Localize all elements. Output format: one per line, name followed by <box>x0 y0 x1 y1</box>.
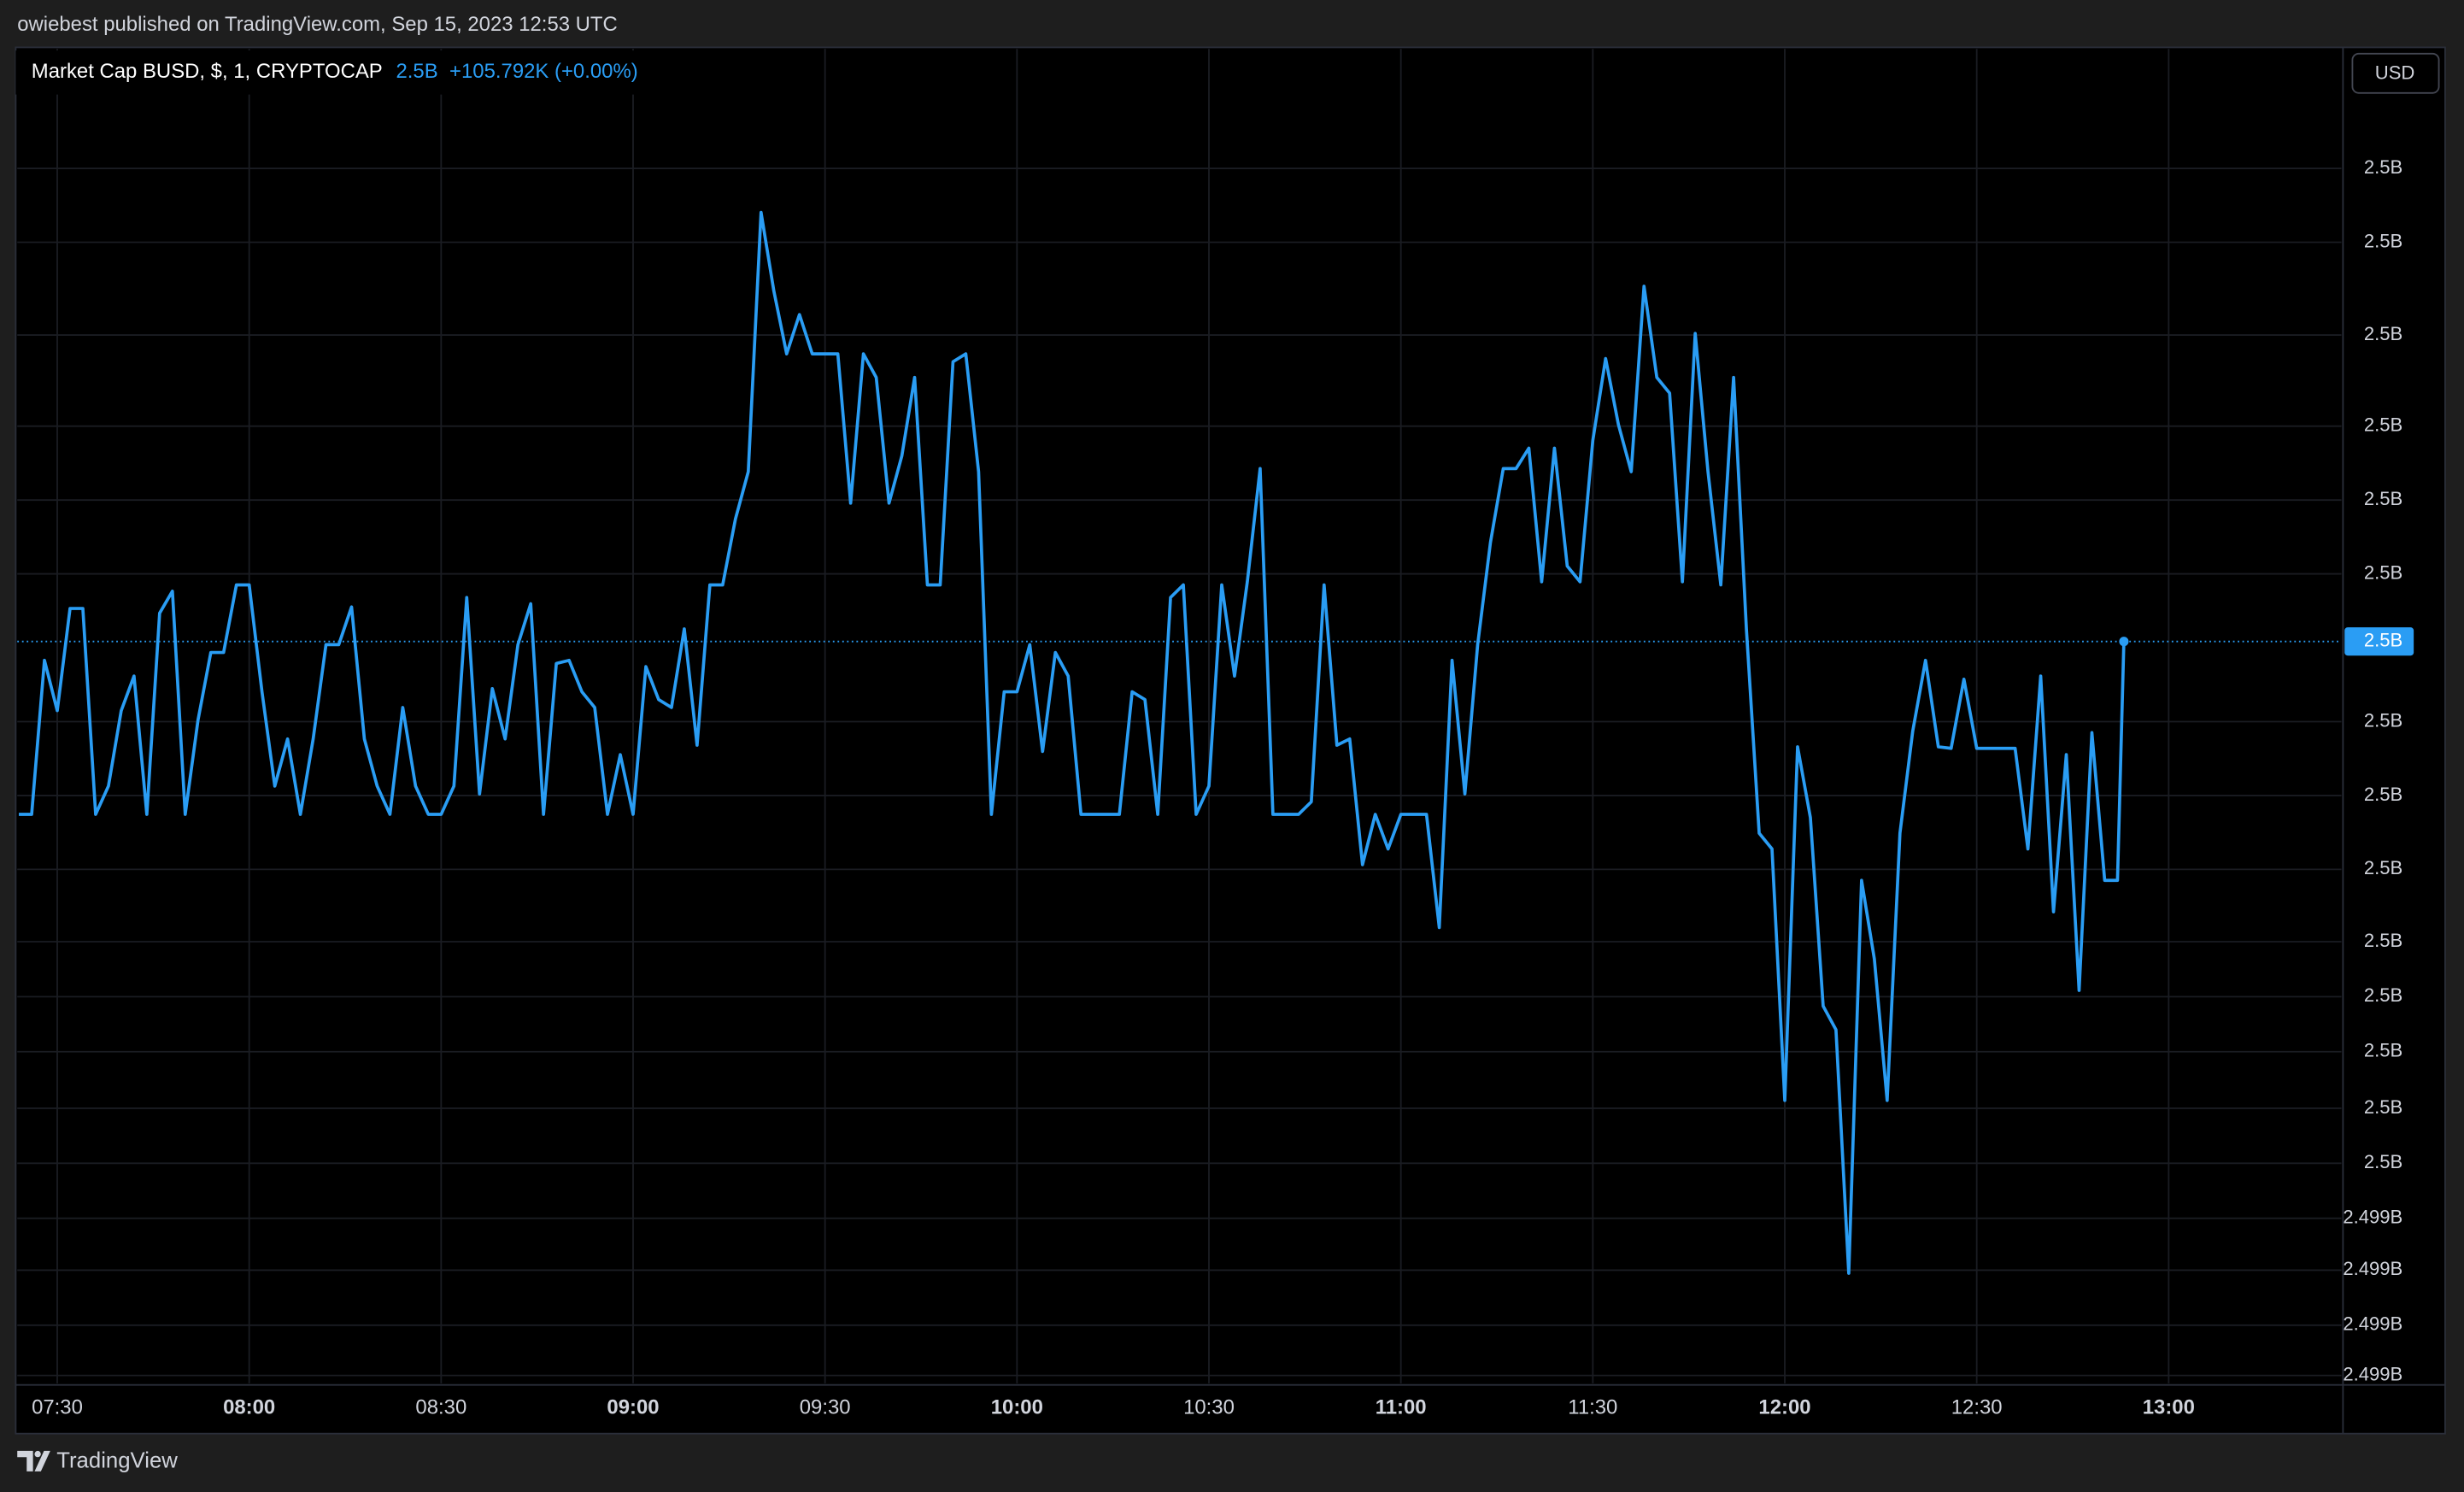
axes: 07:30 08:00 08:30 09:00 09:30 10:00 10:30 11:00… <box>32 156 2414 1419</box>
x-tick-label: 09:30 <box>800 1396 851 1419</box>
chart-title: Market Cap BUSD, $, 1, CRYPTOCAP <box>32 60 383 83</box>
brand: TradingView <box>56 1449 178 1473</box>
y-tick-label: 2.5B <box>2364 1151 2402 1172</box>
legend-background <box>15 50 754 95</box>
last-price-label: 2.5B <box>2364 630 2402 651</box>
x-tick-label: 11:00 <box>1376 1396 1427 1419</box>
publisher: owiebest published on TradingView.com, S… <box>17 13 618 36</box>
y-tick-label: 2.5B <box>2364 156 2402 178</box>
y-tick-label: 2.499B <box>2343 1207 2402 1228</box>
y-tick-label: 2.5B <box>2364 984 2402 1006</box>
y-tick-label: 2.499B <box>2343 1258 2402 1279</box>
chart-area <box>15 46 2446 1435</box>
x-tick-label: 12:30 <box>1951 1396 2003 1419</box>
currency[interactable]: USD <box>2375 62 2415 84</box>
currency-button[interactable] <box>2351 52 2440 94</box>
grid <box>17 49 2342 1383</box>
price-line <box>19 210 2126 1275</box>
last-point <box>2119 637 2129 647</box>
x-tick-label: 10:00 <box>991 1396 1043 1419</box>
y-tick-label: 2.5B <box>2364 230 2402 251</box>
last-price-badge <box>2344 627 2414 656</box>
y-tick-label: 2.5B <box>2364 709 2402 731</box>
y-tick-label: 2.5B <box>2364 488 2402 509</box>
y-tick-label: 2.5B <box>2364 1096 2402 1118</box>
y-tick-label: 2.5B <box>2364 561 2402 583</box>
x-tick-label: 13:00 <box>2143 1396 2195 1419</box>
brand-logo <box>17 1450 50 1471</box>
x-tick-label: 10:30 <box>1183 1396 1235 1419</box>
y-tick-label: 2.5B <box>2364 784 2402 805</box>
change: +105.792K (+0.00%) <box>449 60 638 83</box>
y-tick-label: 2.5B <box>2364 1040 2402 1061</box>
y-tick-label: 2.5B <box>2364 323 2402 344</box>
y-tick-label: 2.5B <box>2364 930 2402 951</box>
x-tick-label: 08:30 <box>415 1396 466 1419</box>
y-tick-label: 2.499B <box>2343 1313 2402 1335</box>
x-tick-label: 09:00 <box>607 1396 659 1419</box>
x-tick-label: 08:00 <box>223 1396 275 1419</box>
plot <box>17 210 2342 1275</box>
x-tick-label: 12:00 <box>1758 1396 1810 1419</box>
y-tick-label: 2.5B <box>2364 857 2402 878</box>
y-tick-label: 2.499B <box>2343 1363 2402 1384</box>
x-tick-label: 11:30 <box>1568 1396 1617 1419</box>
y-tick-label: 2.5B <box>2364 414 2402 436</box>
x-tick-label: 07:30 <box>32 1396 83 1419</box>
last-value: 2.5B <box>396 60 438 83</box>
